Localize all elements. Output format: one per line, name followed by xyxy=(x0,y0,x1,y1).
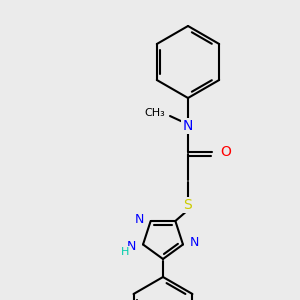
Text: N: N xyxy=(190,236,199,249)
Text: N: N xyxy=(134,212,144,226)
Text: CH₃: CH₃ xyxy=(145,108,165,118)
Text: S: S xyxy=(184,198,192,212)
Text: N: N xyxy=(183,119,193,133)
Text: H: H xyxy=(121,248,129,257)
Text: N: N xyxy=(127,240,136,253)
Text: O: O xyxy=(220,145,231,159)
